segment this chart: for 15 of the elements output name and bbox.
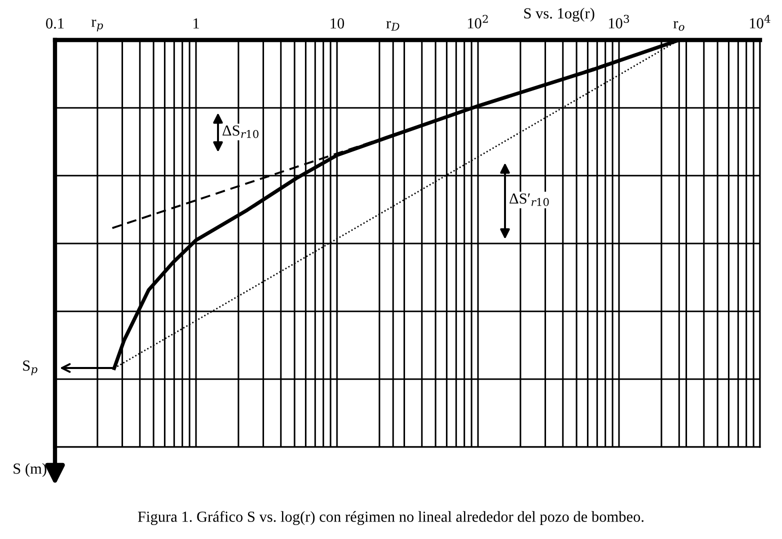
text: Figura 1. Gráfico S vs. log(r) con régimen no lineal alrededor del pozo de bombeo. xyxy=(138,510,644,526)
x-tick-label: 10$^{3}$ xyxy=(608,14,630,28)
annotation: ΔS$_{r10}$ xyxy=(222,125,258,138)
x-tick-label: r$_{p}$ xyxy=(91,20,104,32)
annotation: ΔS′$_{r10}$ xyxy=(510,193,549,206)
x-tick-label: 10$^{4}$ xyxy=(750,14,770,28)
x-tick-label: 10 xyxy=(330,18,344,29)
x-axis-title: S vs. 1og(r) xyxy=(524,8,594,22)
x-tick-label: 1 xyxy=(194,18,199,28)
x-tick-label: r$_{o}$ xyxy=(673,21,684,31)
x-tick-label: 0.1 xyxy=(46,18,64,29)
text: S$_{p}$ xyxy=(23,360,38,376)
x-tick-label: 10$^{2}$ xyxy=(468,14,488,28)
x-tick-label: r$_{D}$ xyxy=(386,21,400,31)
text: S (m) xyxy=(14,463,46,477)
